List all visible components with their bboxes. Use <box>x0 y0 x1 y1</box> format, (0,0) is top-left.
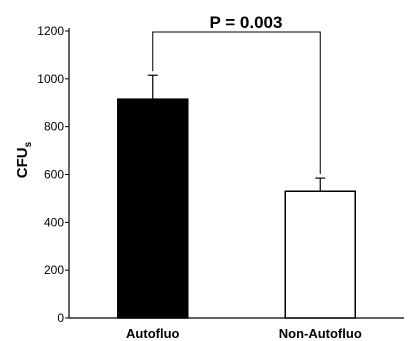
y-tick-label: 800 <box>44 120 64 134</box>
category-label: Non-Autofluo <box>279 326 362 341</box>
bracket-line <box>152 31 321 175</box>
y-tick-label: 0 <box>57 311 64 325</box>
bars <box>117 74 356 319</box>
y-axis: 0 200 400 600 800 1000 1200 <box>37 24 70 325</box>
category-label: Autofluo <box>126 326 179 341</box>
y-axis-title-subscript: s <box>23 141 34 147</box>
y-tick-label: 400 <box>44 215 64 229</box>
p-value-annotation: P = 0.003 <box>210 13 283 32</box>
significance-bracket <box>152 31 321 175</box>
y-axis-title: CFUs <box>14 141 34 178</box>
y-tick-label: 1000 <box>37 72 64 86</box>
category-labels: Autofluo Non-Autofluo <box>126 326 362 341</box>
y-axis-title-main: CFU <box>14 147 31 178</box>
y-tick-label: 600 <box>44 168 64 182</box>
bar-non-autofluo <box>284 190 356 319</box>
y-tick-label: 1200 <box>37 24 64 38</box>
bar-autofluo <box>117 98 189 319</box>
y-tick-label: 200 <box>44 263 64 277</box>
